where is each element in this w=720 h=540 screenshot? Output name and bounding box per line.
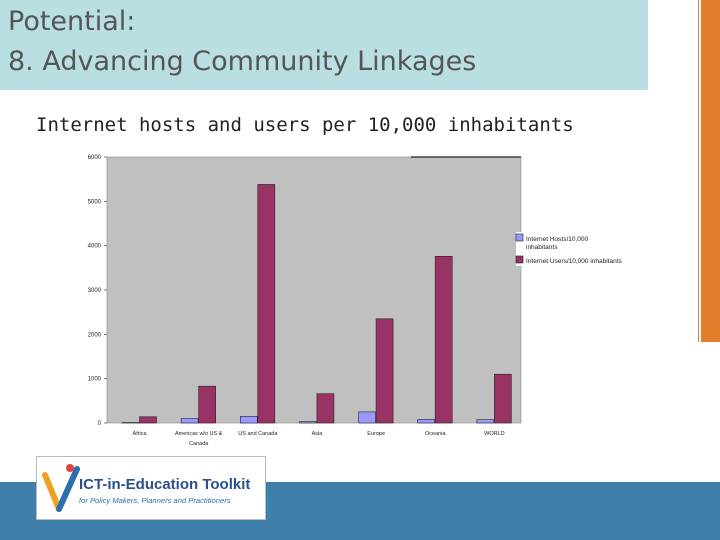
legend-swatch-users bbox=[515, 255, 524, 264]
bar-hosts bbox=[476, 419, 495, 424]
legend-box bbox=[516, 232, 644, 266]
legend-swatch-hosts bbox=[515, 233, 524, 242]
y-tick-label: 2000 bbox=[88, 332, 102, 338]
x-tick-label: Americas w/o US & bbox=[175, 431, 223, 437]
legend-label-hosts-cont: inhabitants bbox=[526, 244, 558, 251]
x-tick-label: Europe bbox=[367, 431, 385, 437]
chart-title: Internet hosts and users per 10,000 inha… bbox=[36, 114, 574, 136]
bar-users bbox=[198, 385, 216, 424]
y-tick-label: 6000 bbox=[88, 155, 102, 161]
toolkit-logo: ICT-in-Education Toolkit for Policy Maker… bbox=[36, 456, 266, 520]
bar-hosts bbox=[417, 419, 436, 424]
logo-tagline: for Policy Makers, Planners and Practiti… bbox=[79, 496, 231, 505]
y-tick-label: 3000 bbox=[88, 288, 102, 294]
bar-hosts bbox=[358, 411, 376, 424]
bar-users bbox=[494, 373, 512, 424]
plot-area bbox=[106, 156, 522, 424]
logo-graphic: ICT-in-Education Toolkit for Policy Maker… bbox=[42, 464, 250, 512]
x-tick-label: Asia bbox=[312, 431, 324, 437]
x-tick-label: Canada bbox=[189, 441, 209, 447]
y-tick-label: 4000 bbox=[88, 244, 102, 250]
x-tick-label: Oceania bbox=[425, 431, 446, 437]
y-tick-label: 1000 bbox=[88, 377, 102, 383]
legend-label-users: Internet Users/10,000 inhabitants bbox=[526, 258, 623, 265]
bar-hosts bbox=[180, 418, 199, 424]
bar-users bbox=[375, 318, 394, 424]
slide-title-line2: 8. Advancing Community Linkages bbox=[8, 46, 477, 77]
bar-users bbox=[434, 256, 453, 424]
y-tick-label: 5000 bbox=[88, 199, 102, 205]
x-tick-label: US and Canada bbox=[238, 431, 278, 437]
accent-bar bbox=[701, 0, 720, 342]
bar-users bbox=[316, 393, 335, 424]
x-tick-label: Africa bbox=[133, 431, 148, 437]
title-banner: Potential: 8. Advancing Community Linkag… bbox=[0, 0, 648, 90]
bar-users bbox=[257, 184, 276, 424]
x-tick-label: WORLD bbox=[484, 431, 505, 437]
logo-name: ICT-in-Education Toolkit bbox=[79, 476, 250, 493]
bar-hosts bbox=[239, 416, 258, 424]
y-tick-label: 0 bbox=[98, 421, 102, 427]
slide-title-line1: Potential: bbox=[8, 6, 136, 37]
legend-label-hosts: Internet Hosts/10,000 bbox=[526, 236, 589, 243]
accent-line bbox=[698, 0, 699, 342]
bar-users bbox=[139, 416, 157, 424]
bar-hosts bbox=[299, 421, 317, 424]
